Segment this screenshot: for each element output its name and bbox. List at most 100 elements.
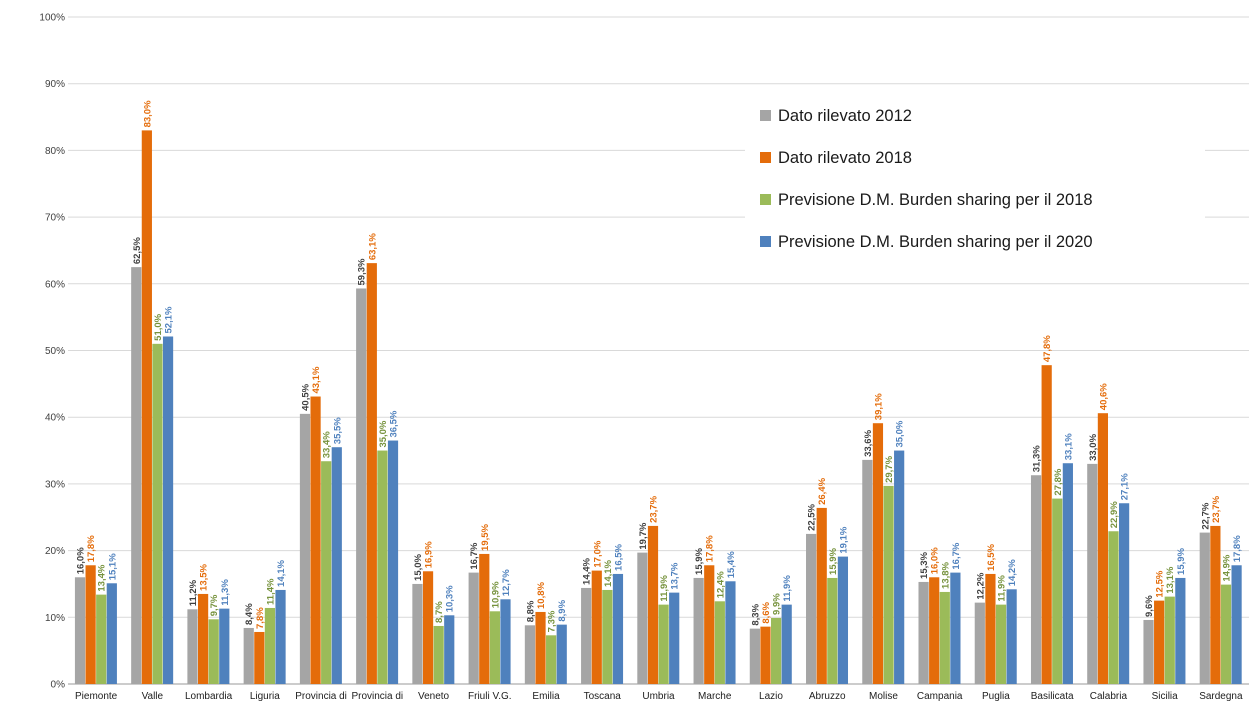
legend-background (745, 95, 1205, 267)
bar (1119, 503, 1130, 684)
bar (422, 571, 434, 684)
data-label: 52,1% (164, 306, 175, 333)
bar (806, 533, 817, 684)
bar (894, 450, 905, 684)
legend-swatch (760, 152, 771, 163)
bar (581, 587, 592, 684)
data-labels: 16,0% 17,8%13,4% 15,1%62,5%83,0%51,0% 52,1%… (76, 100, 1244, 632)
bar (187, 609, 198, 684)
x-tick-label: Lazio (759, 691, 783, 702)
bar (1006, 589, 1017, 684)
bar (658, 604, 669, 684)
y-tick-label: 60% (45, 279, 65, 290)
bar (883, 485, 894, 684)
y-tick-label: 0% (51, 680, 66, 691)
bar (647, 525, 659, 684)
bar (1175, 577, 1186, 684)
data-label: 14,1% (276, 559, 287, 586)
bar (433, 625, 444, 684)
x-tick-label: Calabria (1090, 691, 1128, 702)
data-label: 62,5% (132, 237, 143, 264)
data-label: 12,7% (501, 569, 512, 596)
data-label: 7,3% (547, 610, 558, 632)
x-axis: Piemonte Valle Lombardia Liguria Provincia d… (75, 691, 1243, 702)
legend-label: Previsione D.M. Burden sharing per il 20… (778, 233, 1093, 251)
data-label: 15,4% (726, 551, 737, 578)
data-label: 11,4% (265, 578, 276, 605)
bar (500, 599, 511, 684)
bar (106, 583, 117, 684)
data-label: 19,1% (838, 526, 849, 553)
x-tick-label: Abruzzo (809, 691, 846, 702)
data-label: 15,0% (413, 553, 424, 580)
x-tick-label: Liguria (250, 691, 280, 702)
data-label: 35,5% (332, 417, 343, 444)
bar (985, 573, 996, 684)
bar (208, 619, 219, 684)
data-label: 13,8% (940, 561, 951, 588)
bar (1062, 463, 1073, 684)
y-tick-label: 80% (45, 146, 65, 157)
bar (612, 573, 624, 684)
bar (310, 396, 321, 684)
data-label: 14,1% (603, 559, 614, 586)
data-label: 15,1% (107, 553, 118, 580)
data-label: 9,7% (209, 594, 220, 616)
bar (524, 625, 536, 684)
bar (637, 552, 648, 684)
x-tick-label: Provincia di (295, 691, 347, 702)
data-label: 16,0% (930, 547, 941, 574)
bar (1143, 619, 1154, 684)
data-label: 8,3% (750, 603, 761, 625)
data-label: 8,9% (557, 599, 568, 621)
data-label: 15,9% (828, 547, 839, 574)
bar (872, 423, 884, 684)
bar (535, 611, 546, 684)
data-label: 13,1% (1165, 566, 1176, 593)
bar (468, 572, 479, 684)
bar (1164, 596, 1175, 684)
data-label: 51,0% (153, 313, 164, 340)
data-label: 11,3% (220, 579, 231, 606)
data-label: 27,1% (1120, 473, 1131, 500)
x-tick-label: Puglia (982, 691, 1010, 702)
x-tick-label: Sicilia (1152, 691, 1179, 702)
data-label: 40,6% (1098, 383, 1109, 410)
data-label: 36,5% (389, 410, 400, 437)
data-label: 59,3% (357, 258, 368, 285)
y-tick-label: 20% (45, 546, 65, 557)
legend-label: Dato rilevato 2018 (778, 149, 912, 167)
data-label: 35,0% (895, 420, 906, 447)
data-label: 16,7% (951, 542, 962, 569)
data-label: 47,8% (1042, 335, 1053, 362)
data-label: 11,9% (659, 575, 670, 602)
data-label: 14,2% (1007, 559, 1018, 586)
data-label: 63,1% (367, 233, 378, 260)
bar (918, 581, 929, 684)
data-label: 9,6% (1144, 595, 1155, 617)
bar (760, 626, 771, 684)
data-label: 19,7% (638, 522, 649, 549)
bar (546, 635, 557, 684)
data-label: 26,4% (817, 477, 828, 504)
bar (974, 602, 985, 684)
bar (770, 617, 782, 684)
bar (1041, 365, 1052, 684)
bar (1087, 463, 1098, 684)
data-label: 10,9% (490, 581, 501, 608)
legend-label: Previsione D.M. Burden sharing per il 20… (778, 191, 1093, 209)
bar (939, 591, 950, 684)
bar (275, 589, 286, 684)
bar (749, 628, 760, 684)
bar (929, 577, 940, 684)
x-tick-label: Emilia (532, 691, 560, 702)
bar (827, 577, 838, 684)
y-tick-label: 30% (45, 479, 65, 490)
data-label: 29,7% (884, 455, 895, 482)
data-label: 83,0% (142, 100, 153, 127)
data-label: 35,0% (378, 420, 389, 447)
y-tick-label: 100% (39, 13, 65, 24)
data-label: 8,6% (761, 601, 772, 623)
bar (299, 413, 311, 684)
bar (366, 263, 377, 684)
